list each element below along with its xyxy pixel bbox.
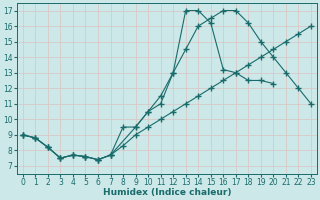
X-axis label: Humidex (Indice chaleur): Humidex (Indice chaleur) — [103, 188, 231, 197]
